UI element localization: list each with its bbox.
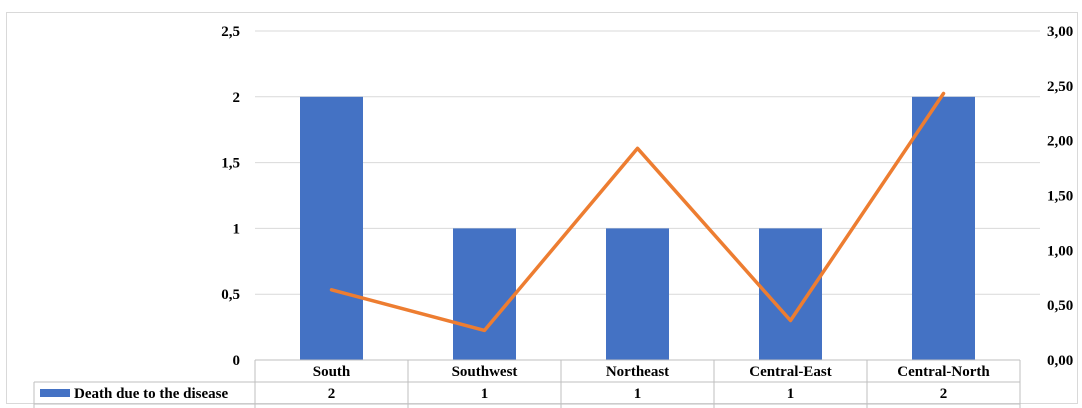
left-axis: 0 0,5 1 1,5 2 2,5	[221, 24, 240, 369]
left-tick-label: 1	[233, 221, 241, 237]
category-label: Central-North	[897, 364, 990, 380]
legend-label-deaths: Death due to the disease	[74, 386, 229, 402]
left-tick-label: 0,5	[221, 287, 240, 303]
bar	[759, 228, 822, 360]
bar	[912, 96, 975, 361]
bar-series	[300, 96, 975, 361]
bar	[300, 96, 363, 361]
chart-frame	[6, 12, 1078, 404]
bar	[453, 228, 516, 360]
deaths-value: 1	[481, 386, 489, 402]
deaths-value: 2	[328, 386, 336, 402]
bar	[606, 228, 669, 360]
right-tick-label: 2,50	[1047, 79, 1073, 95]
legend-swatch-deaths	[40, 389, 70, 397]
right-tick-label: 1,00	[1047, 243, 1073, 259]
deaths-value: 1	[634, 386, 642, 402]
left-tick-label: 2,5	[221, 24, 240, 40]
right-axis: 0,00 0,50 1,00 1,50 2,00 2,50 3,00	[1047, 24, 1073, 369]
left-tick-label: 2	[233, 90, 241, 106]
line-series	[329, 91, 946, 333]
category-label: South	[313, 364, 351, 380]
lethality-line	[329, 91, 946, 333]
deaths-value: 2	[940, 386, 948, 402]
category-label: Central-East	[749, 364, 832, 380]
right-tick-label: 3,00	[1047, 24, 1073, 40]
right-tick-label: 0,50	[1047, 298, 1073, 314]
right-tick-label: 2,00	[1047, 134, 1073, 150]
left-tick-label: 0	[233, 353, 241, 369]
category-label: Southwest	[452, 364, 518, 380]
category-label: Northeast	[606, 364, 669, 380]
right-tick-label: 1,50	[1047, 189, 1073, 205]
right-tick-label: 0,00	[1047, 353, 1073, 369]
left-tick-label: 1,5	[221, 156, 240, 172]
data-table: South Southwest Northeast Central-East Centr…	[33, 359, 1021, 408]
deaths-value: 1	[787, 386, 795, 402]
